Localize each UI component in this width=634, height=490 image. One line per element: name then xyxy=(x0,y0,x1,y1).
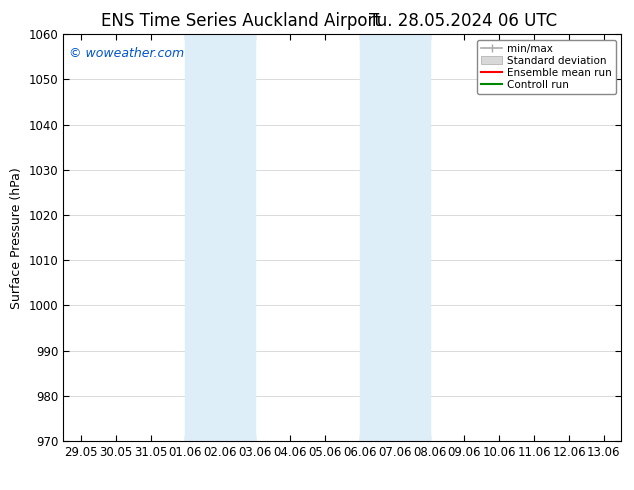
Bar xyxy=(185,34,255,441)
Y-axis label: Surface Pressure (hPa): Surface Pressure (hPa) xyxy=(10,167,23,309)
Text: Tu. 28.05.2024 06 UTC: Tu. 28.05.2024 06 UTC xyxy=(369,12,557,30)
Text: © woweather.com: © woweather.com xyxy=(69,47,184,59)
Bar xyxy=(359,34,429,441)
Legend: min/max, Standard deviation, Ensemble mean run, Controll run: min/max, Standard deviation, Ensemble me… xyxy=(477,40,616,94)
Text: ENS Time Series Auckland Airport: ENS Time Series Auckland Airport xyxy=(101,12,381,30)
